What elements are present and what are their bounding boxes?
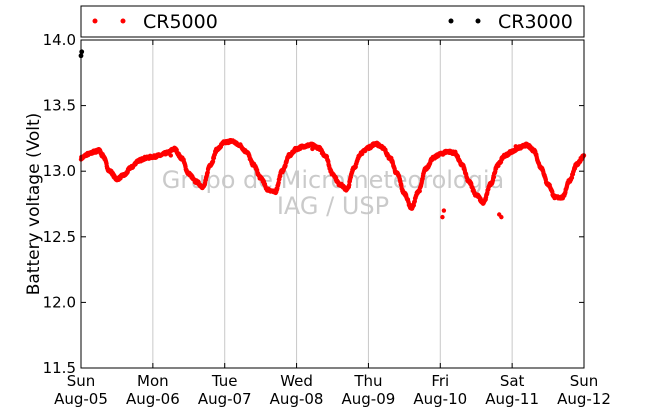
data-layer (78, 49, 587, 220)
x-tick-label-day: Mon (137, 372, 169, 390)
data-point-cr5000 (513, 144, 518, 149)
data-point-cr5000 (417, 188, 422, 194)
legend-label-cr3000: CR3000 (498, 11, 573, 33)
x-tick-label-day: Fri (431, 372, 449, 390)
data-point-cr5000 (499, 214, 504, 220)
x-tick-label-date: Aug-09 (342, 390, 396, 408)
y-tick-label: 11.5 (43, 359, 76, 377)
data-point-cr5000 (441, 208, 447, 213)
plot-frame (80, 39, 585, 369)
data-point-cr5000 (310, 146, 315, 152)
data-point-cr5000 (210, 159, 216, 164)
x-tick-label-day: Sun (67, 372, 96, 390)
x-tick-label-date: Aug-07 (198, 390, 252, 408)
y-tick-label: 12.0 (43, 293, 76, 311)
y-tick-label: 13.0 (43, 162, 76, 180)
x-tick-label-date: Aug-12 (557, 390, 611, 408)
data-point-cr5000 (491, 174, 497, 180)
x-tick-label-date: Aug-05 (54, 390, 108, 408)
x-tick-label-date: Aug-10 (413, 390, 467, 408)
legend-marker-cr3000 (475, 18, 481, 24)
legend-marker-cr5000 (120, 18, 126, 24)
watermark-line-2: IAG / USP (277, 192, 389, 220)
x-tick-label-date: Aug-06 (126, 390, 180, 408)
x-tick-label-day: Sat (500, 372, 525, 390)
x-tick-label-day: Wed (280, 372, 313, 390)
data-point-cr5000 (440, 214, 445, 220)
x-tick-label-day: Sun (570, 372, 599, 390)
y-axis-title: Battery voltage (Volt) (24, 113, 44, 296)
data-point-cr5000 (278, 173, 283, 179)
y-tick-label: 13.5 (43, 97, 76, 115)
tick-layer: SunAug-05MonAug-06TueAug-07WedAug-08ThuA… (43, 31, 611, 408)
legend-marker-cr3000 (448, 18, 454, 24)
data-point-cr3000 (79, 49, 85, 55)
y-tick-label: 14.0 (43, 31, 76, 49)
grid-layer (152, 40, 513, 368)
y-tick-label: 12.5 (43, 228, 76, 246)
legend-marker-cr5000 (92, 18, 98, 24)
legend-box (80, 5, 585, 38)
legend-label-cr5000: CR5000 (143, 11, 218, 33)
x-tick-label-date: Aug-11 (485, 390, 539, 408)
data-point-cr5000 (242, 149, 248, 154)
x-tick-label-day: Thu (353, 372, 382, 390)
data-point-cr5000 (168, 153, 174, 158)
x-tick-label-day: Tue (211, 372, 238, 390)
x-tick-label-date: Aug-08 (270, 390, 324, 408)
